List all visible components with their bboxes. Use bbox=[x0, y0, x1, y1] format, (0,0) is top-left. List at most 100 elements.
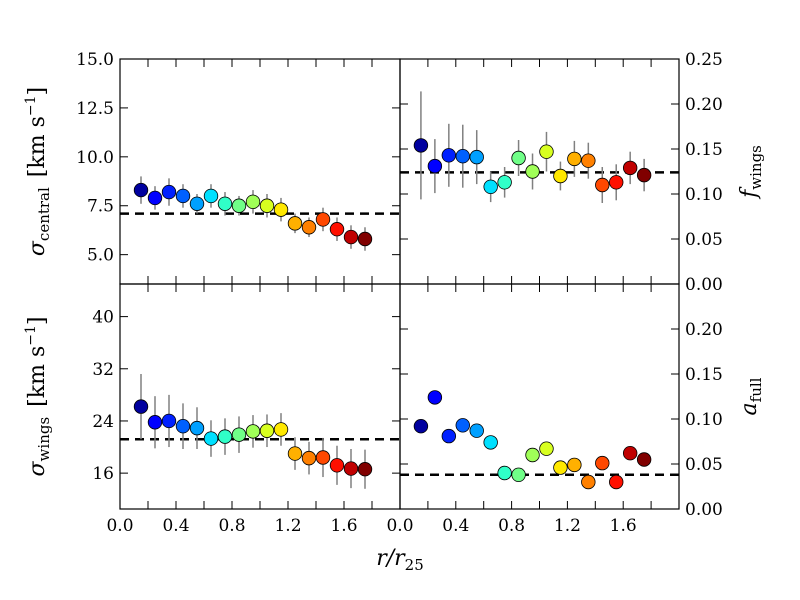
data-point bbox=[581, 474, 596, 490]
y-tick-label: 7.5 bbox=[87, 197, 114, 217]
y-tick-label: 0.20 bbox=[685, 320, 723, 340]
data-point bbox=[329, 458, 345, 473]
data-point bbox=[413, 138, 429, 153]
data-point bbox=[525, 164, 540, 179]
data-point bbox=[622, 160, 638, 176]
panel-frame bbox=[399, 283, 680, 510]
data-point bbox=[483, 435, 498, 450]
x-tick-label: 0.8 bbox=[218, 516, 245, 536]
y-tick-label: 5.0 bbox=[87, 246, 114, 266]
data-point bbox=[133, 182, 149, 198]
y-tick-label: 24 bbox=[92, 412, 114, 432]
data-point bbox=[329, 222, 345, 237]
data-point bbox=[581, 153, 596, 168]
data-point bbox=[636, 167, 652, 183]
data-point bbox=[133, 399, 149, 414]
data-point bbox=[553, 460, 568, 475]
panel-sigma-central: 5.0 7.5 10.0 12.5 15.0 σcentral[km s−1] bbox=[23, 50, 401, 285]
data-point bbox=[525, 447, 540, 463]
data-point bbox=[511, 150, 526, 166]
data-point bbox=[497, 175, 512, 190]
x-tick-label: 0.0 bbox=[106, 516, 133, 536]
data-point bbox=[315, 212, 331, 227]
y-axis-label: afull bbox=[737, 377, 765, 415]
data-point bbox=[259, 198, 275, 213]
data-point bbox=[147, 415, 163, 430]
data-point bbox=[245, 424, 261, 439]
data-point bbox=[175, 188, 191, 204]
data-point bbox=[595, 177, 610, 193]
data-point bbox=[469, 149, 484, 165]
data-point bbox=[539, 441, 554, 456]
y-tick-label: 0.20 bbox=[685, 95, 723, 115]
y-tick-label: 10.0 bbox=[76, 148, 114, 168]
data-point bbox=[636, 452, 652, 467]
y-tick-label: 12.5 bbox=[76, 99, 114, 119]
data-point bbox=[273, 422, 289, 437]
panel-a-full: 0.00 0.05 0.10 0.15 0.20 0.0 0.4 0.8 1.2 1.6 afull bbox=[386, 283, 765, 536]
data-point bbox=[245, 194, 261, 210]
data-point bbox=[175, 418, 191, 434]
data-point bbox=[161, 413, 177, 429]
data-point bbox=[413, 419, 429, 434]
x-tick-label: 0.8 bbox=[498, 516, 525, 536]
data-point bbox=[455, 418, 470, 433]
y-tick-label: 0.10 bbox=[685, 185, 723, 205]
x-tick-label: 1.6 bbox=[330, 516, 357, 536]
data-point bbox=[595, 455, 610, 471]
data-point bbox=[427, 390, 443, 405]
data-point bbox=[189, 196, 205, 211]
data-point bbox=[441, 148, 457, 163]
y-tick-label: 0.25 bbox=[685, 50, 723, 70]
y-tick-label: 0.00 bbox=[685, 275, 723, 295]
panel-sigma-wings: 16 24 32 40 0.0 0.4 0.8 1.2 1.6 σwings[km s−1] bbox=[23, 283, 401, 536]
y-tick-label: 16 bbox=[92, 464, 114, 484]
y-axis-label: fwings bbox=[737, 145, 765, 200]
data-point bbox=[567, 151, 582, 167]
data-point bbox=[357, 231, 373, 247]
y-tick-label: 0.00 bbox=[685, 500, 723, 520]
data-point bbox=[203, 188, 219, 204]
panel-f-wings: 0.00 0.05 0.10 0.15 0.20 0.25 fwings bbox=[399, 50, 765, 295]
y-tick-label: 32 bbox=[92, 360, 114, 380]
data-point bbox=[622, 446, 638, 461]
x-tick-label: 0.4 bbox=[162, 516, 189, 536]
y-tick-label: 0.15 bbox=[685, 365, 723, 385]
y-tick-label: 0.05 bbox=[685, 455, 723, 475]
data-point bbox=[301, 450, 317, 466]
data-point bbox=[511, 467, 526, 483]
data-point bbox=[343, 461, 359, 476]
data-point bbox=[343, 229, 359, 245]
data-point bbox=[287, 216, 303, 231]
data-point bbox=[609, 175, 624, 190]
data-point bbox=[231, 198, 247, 213]
data-point bbox=[539, 144, 554, 159]
panel-frame bbox=[119, 283, 401, 510]
panel-frame bbox=[119, 58, 401, 285]
data-point bbox=[231, 427, 247, 442]
x-tick-label: 1.6 bbox=[610, 516, 637, 536]
data-point bbox=[189, 420, 205, 436]
x-tick-label: 0.4 bbox=[442, 516, 469, 536]
data-point bbox=[273, 202, 289, 217]
data-point bbox=[287, 446, 303, 461]
data-point bbox=[483, 179, 498, 195]
data-point bbox=[259, 423, 275, 438]
x-axis-label: r/r25 bbox=[376, 546, 424, 574]
data-point bbox=[301, 220, 317, 235]
data-point bbox=[441, 428, 457, 444]
data-point bbox=[147, 190, 163, 206]
data-point bbox=[217, 196, 233, 211]
data-point bbox=[469, 423, 484, 438]
data-point bbox=[315, 450, 331, 465]
y-tick-label: 15.0 bbox=[76, 50, 114, 70]
y-axis-label: σwings[km s−1] bbox=[23, 317, 53, 477]
data-point bbox=[357, 462, 373, 477]
data-point bbox=[217, 429, 233, 444]
data-point bbox=[455, 148, 470, 164]
y-tick-label: 0.15 bbox=[685, 140, 723, 160]
data-point bbox=[609, 474, 624, 490]
data-point bbox=[161, 184, 177, 200]
data-point bbox=[427, 158, 443, 174]
y-axis-label: σcentral[km s−1] bbox=[23, 87, 53, 256]
